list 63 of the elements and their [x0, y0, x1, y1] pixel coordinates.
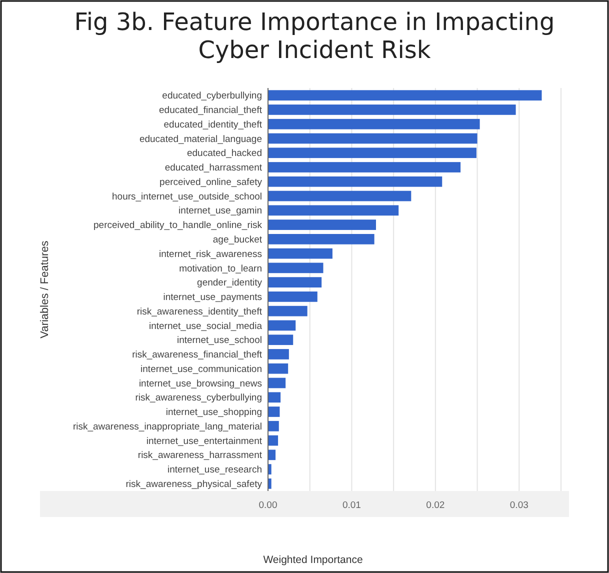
- y-tick-label: internet_use_browsing_news: [138, 378, 262, 390]
- y-tick-label: risk_awareness_inappropriate_lang_material: [72, 421, 262, 432]
- y-tick-label: risk_awareness_financial_theft: [132, 350, 262, 361]
- bar: [268, 118, 480, 130]
- bar: [268, 205, 399, 216]
- bar: [268, 292, 318, 302]
- bar: [268, 392, 281, 403]
- y-tick-label: internet_use_entertainment: [146, 436, 262, 447]
- y-tick-label: internet_use_payments: [163, 292, 262, 304]
- y-tick-label: risk_awareness_cyberbullying: [135, 392, 262, 404]
- bar: [268, 378, 286, 388]
- y-tick-label: internet_use_research: [167, 464, 262, 476]
- y-tick-label: internet_use_school: [176, 335, 262, 346]
- bar: [268, 262, 324, 274]
- y-tick-label: internet_use_communication: [140, 364, 262, 375]
- bar: [268, 277, 322, 288]
- y-tick-label: hours_internet_use_outside_school: [112, 191, 262, 202]
- y-tick-label: educated_cyberbullying: [162, 90, 262, 102]
- bar: [268, 104, 516, 115]
- y-tick-label: internet_risk_awareness: [159, 248, 262, 260]
- y-tick-label: risk_awareness_physical_safety: [126, 478, 262, 490]
- y-tick-label: educated_harrassment: [164, 162, 262, 174]
- bar: [268, 306, 308, 316]
- bar: [268, 162, 461, 172]
- y-axis-title: Variables / Features: [39, 240, 51, 338]
- y-tick-label: perceived_online_safety: [160, 176, 262, 188]
- bar: [268, 420, 279, 432]
- x-tick-label: 0.00: [258, 500, 278, 511]
- bar: [268, 363, 288, 374]
- y-tick-label: internet_use_shopping: [166, 407, 262, 418]
- y-tick-label: risk_awareness_identity_theft: [136, 306, 262, 318]
- y-tick-label: risk_awareness_harrassment: [138, 450, 262, 462]
- bar: [268, 176, 442, 187]
- bar: [268, 450, 276, 460]
- bar: [268, 320, 296, 331]
- x-tick-label: 0.03: [510, 500, 528, 511]
- bar: [268, 478, 272, 489]
- y-tick-label: gender_identity: [197, 278, 262, 289]
- x-axis-title: Weighted Importance: [263, 554, 363, 566]
- y-tick-label: internet_use_social_media: [148, 320, 263, 332]
- y-tick-label: internet_use_gamin: [178, 206, 262, 217]
- bar: [268, 234, 374, 244]
- bar: [268, 349, 289, 360]
- chart-title: Fig 3b. Feature Importance in Impacting Cyber Incident Risk: [74, 8, 555, 64]
- bar: [268, 90, 542, 101]
- bar: [268, 148, 476, 158]
- y-tick-label: educated_identity_theft: [164, 119, 262, 130]
- x-tick-label: 0.01: [342, 500, 361, 511]
- bar: [268, 406, 280, 417]
- y-tick-label: educated_hacked: [186, 148, 262, 160]
- y-tick-label: motivation_to_learn: [179, 263, 262, 274]
- bar: [268, 334, 294, 346]
- y-tick-label: educated_financial_theft: [159, 105, 262, 116]
- bar: [268, 190, 412, 202]
- x-tick-label: 0.02: [426, 500, 445, 511]
- y-tick-label: educated_material_language: [139, 134, 262, 145]
- bar: [268, 435, 278, 446]
- y-tick-label: perceived_ability_to_handle_online_risk: [94, 220, 262, 232]
- bar: [268, 464, 272, 474]
- y-tick-label: age_bucket: [212, 234, 262, 246]
- bar: [268, 133, 478, 144]
- bar: [268, 248, 332, 259]
- bar: [268, 220, 376, 230]
